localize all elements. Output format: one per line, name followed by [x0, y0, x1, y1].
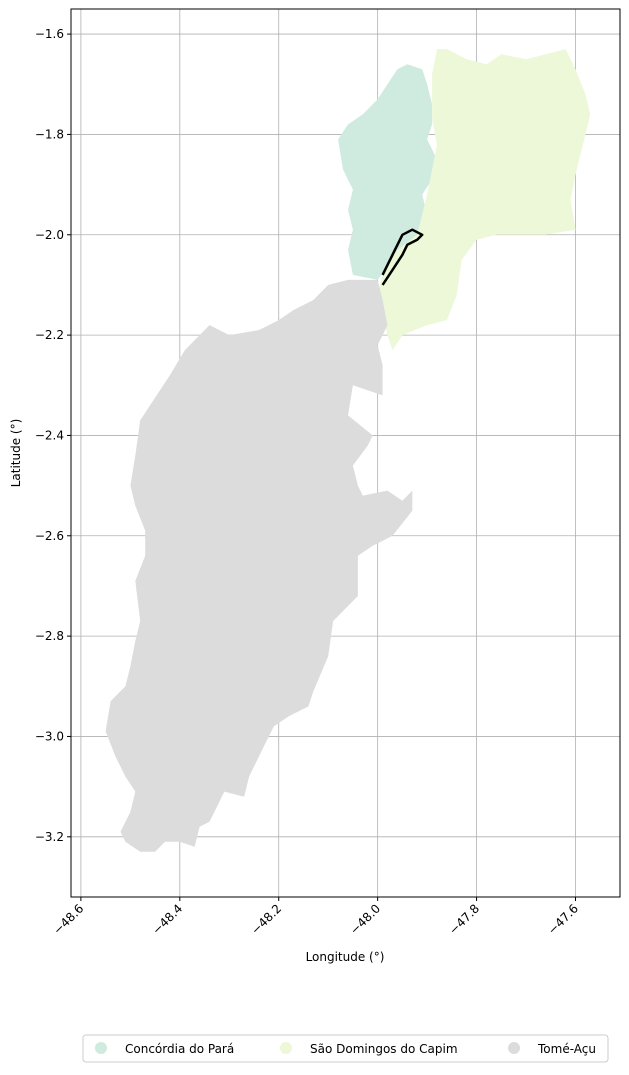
- x-tick-label: −48.4: [149, 901, 185, 937]
- legend-label: São Domingos do Capim: [310, 1042, 458, 1056]
- x-tick-label: −48.2: [248, 901, 284, 937]
- highlight-line: [381, 228, 424, 286]
- legend-marker: [508, 1042, 520, 1054]
- y-tick-label: −3.0: [35, 729, 64, 743]
- y-axis-label: Latitude (°): [9, 419, 23, 488]
- x-tick-label: −48.6: [51, 901, 87, 937]
- legend-marker: [95, 1042, 107, 1054]
- y-tick-label: −1.6: [35, 27, 64, 41]
- x-tick-label: −47.8: [446, 901, 482, 937]
- highlight-line-layer: [381, 228, 424, 286]
- region-tome-acu: [105, 279, 413, 852]
- legend-label: Tomé-Açu: [537, 1042, 596, 1056]
- y-tick-label: −2.6: [35, 529, 64, 543]
- legend-label: Concórdia do Pará: [125, 1042, 234, 1056]
- legend-marker: [280, 1042, 292, 1054]
- x-tick-label: −48.0: [347, 901, 383, 937]
- x-ticks: −48.6 −48.4 −48.2 −48.0 −47.8 −47.6: [51, 897, 581, 937]
- y-tick-label: −3.2: [35, 830, 64, 844]
- region-polygons: [105, 49, 591, 852]
- y-tick-label: −2.4: [35, 428, 64, 442]
- region-concordia-do-para: [338, 64, 437, 280]
- axes-frame: [70, 8, 621, 898]
- y-tick-label: −2.2: [35, 328, 64, 342]
- x-tick-label: −47.6: [545, 901, 581, 937]
- legend-frame: [82, 1034, 609, 1063]
- region-sao-domingos-do-capim: [377, 49, 591, 351]
- legend: Concórdia do Pará São Domingos do Capim To…: [82, 1034, 609, 1063]
- x-axis-label: Longitude (°): [306, 950, 385, 964]
- y-tick-label: −2.0: [35, 228, 64, 242]
- y-ticks: −1.6 −1.8 −2.0 −2.2 −2.4 −2.6 −2.8 −3.0 −3.2: [35, 27, 71, 844]
- y-tick-label: −2.8: [35, 629, 64, 643]
- y-tick-label: −1.8: [35, 127, 64, 141]
